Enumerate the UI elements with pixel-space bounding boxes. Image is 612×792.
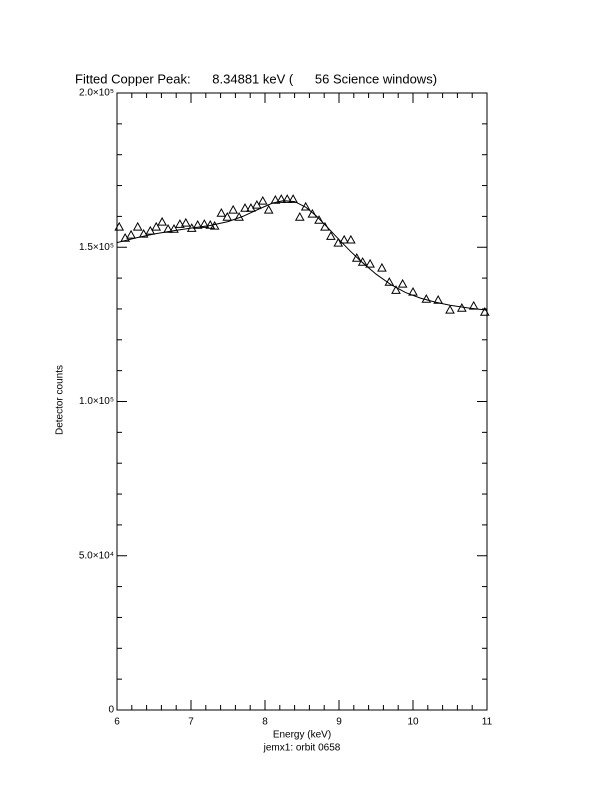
data-point <box>345 234 356 244</box>
x-tick-label: 9 <box>336 717 342 728</box>
data-point <box>365 258 375 268</box>
chart-title: Fitted Copper Peak: 8.34881 keV ( 56 Sci… <box>75 71 437 86</box>
data-point <box>288 194 298 203</box>
data-point <box>339 234 350 244</box>
data-point <box>138 228 149 238</box>
data-point <box>114 221 125 231</box>
data-point <box>222 211 233 221</box>
data-point <box>126 229 136 239</box>
x-tick-label: 7 <box>188 717 194 728</box>
data-point <box>397 278 408 288</box>
y-tick-label: 0 <box>108 705 114 716</box>
data-point <box>377 262 387 272</box>
data-point <box>199 219 210 228</box>
x-tick-label: 10 <box>407 717 419 728</box>
data-point <box>169 224 179 233</box>
data-point <box>270 195 281 204</box>
data-point <box>175 219 185 228</box>
data-point <box>294 211 305 221</box>
data-point <box>257 195 268 205</box>
y-tick-label: 2.0×10⁵ <box>79 88 114 99</box>
data-point <box>357 257 368 266</box>
data-point <box>445 304 455 314</box>
data-point <box>240 203 250 212</box>
data-point <box>479 307 490 316</box>
x-tick-label: 8 <box>262 717 268 728</box>
data-point <box>192 220 203 229</box>
x-tick-label: 11 <box>482 717 493 728</box>
y-tick-label: 1.0×10⁵ <box>79 396 114 407</box>
data-point <box>180 217 191 227</box>
y-tick-label: 5.0×10⁴ <box>79 550 114 561</box>
data-point <box>216 207 227 217</box>
y-axis-label: Detector counts <box>55 365 66 435</box>
x-tick-label: 6 <box>114 717 120 728</box>
data-point <box>209 220 220 230</box>
subtitle: jemx1: orbit 0658 <box>263 743 341 754</box>
data-point <box>276 194 287 203</box>
data-point <box>157 216 167 226</box>
data-point <box>228 204 239 214</box>
data-point <box>421 294 432 303</box>
data-point <box>163 224 173 233</box>
data-point <box>132 221 143 231</box>
x-axis-label: Energy (keV) <box>273 730 331 741</box>
data-point <box>326 231 336 240</box>
data-point <box>151 221 162 231</box>
data-point <box>263 204 274 214</box>
y-tick-label: 1.5×10⁵ <box>79 242 114 253</box>
data-point <box>282 194 293 203</box>
data-point <box>314 215 324 224</box>
data-point <box>351 253 362 262</box>
data-point <box>307 208 318 218</box>
fit-line <box>116 200 488 311</box>
data-point <box>391 285 401 294</box>
